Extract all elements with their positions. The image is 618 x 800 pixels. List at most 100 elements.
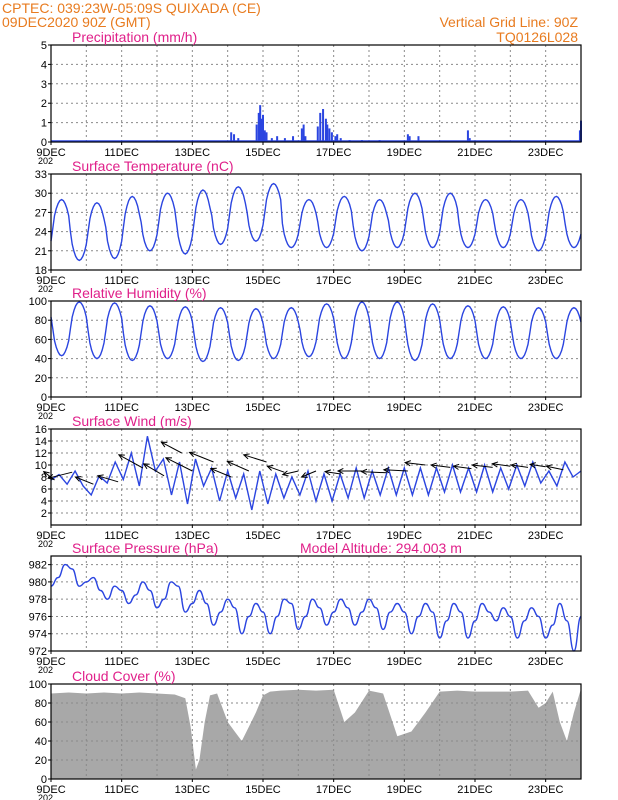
x-tick-label: 17DEC (316, 530, 352, 542)
wind-arrow-head (42, 470, 50, 478)
x-tick-label: 9DEC (36, 147, 65, 159)
y-tick-label: 33 (35, 169, 47, 181)
wind-arrow-head (510, 462, 518, 469)
wind-arrow-head (300, 472, 308, 478)
precip-bar (257, 112, 260, 142)
wind-arrow (210, 468, 232, 478)
x-year-label: 202 (38, 793, 53, 800)
y-tick-label: 982 (29, 560, 47, 572)
precip-bar (237, 138, 240, 142)
precip-bar (578, 130, 581, 142)
x-tick-label: 15DEC (245, 784, 281, 796)
x-tick-label: 21DEC (457, 147, 493, 159)
precip-bar (316, 126, 319, 142)
header-model-code: TQ0126L028 (496, 29, 578, 45)
wind-arrow-head (545, 464, 553, 471)
y-tick-label: 5 (41, 40, 47, 52)
wind-arrow-head (209, 467, 217, 474)
x-tick-label: 11DEC (104, 275, 139, 287)
y-tick-label: 974 (29, 629, 47, 641)
y-tick-label: 40 (35, 354, 47, 366)
precip-bar (259, 105, 262, 142)
wind-arrow (325, 471, 341, 475)
y-tick-label: 10 (35, 460, 47, 472)
x-tick-label: 15DEC (245, 656, 281, 668)
x-tick-label: 9DEC (36, 656, 65, 668)
x-tick-label: 11DEC (104, 656, 139, 668)
x-tick-label: 21DEC (457, 275, 493, 287)
wind-arrow (97, 475, 119, 483)
x-tick-label: 23DEC (528, 656, 564, 668)
precip-bar (255, 124, 258, 142)
precip-bar (417, 136, 420, 142)
panel-frame (50, 428, 582, 526)
x-tick-label: 13DEC (175, 402, 211, 414)
wind-arrow-head (336, 467, 344, 475)
y-tick-label: 1 (41, 118, 47, 130)
wind-arrow-head (281, 470, 289, 477)
y-tick-label: 60 (35, 717, 47, 729)
precip-bar (292, 136, 295, 142)
y-tick-label: 0 (41, 774, 47, 786)
model-altitude-note: Model Altitude: 294.003 m (300, 540, 462, 556)
wind-arrow (529, 463, 546, 468)
wind-arrow-head (429, 462, 437, 469)
wind-arrow (301, 470, 317, 478)
x-tick-label: 19DEC (387, 784, 423, 796)
precip-bar (270, 138, 273, 142)
x-tick-label: 13DEC (175, 147, 211, 159)
wind-arrow-head (164, 457, 172, 463)
wind-arrow (492, 463, 511, 467)
precip-bar (468, 138, 471, 142)
y-tick-label: 18 (35, 265, 47, 277)
x-tick-label: 11DEC (104, 530, 139, 542)
precip-bar (304, 136, 307, 142)
precip-bar (326, 124, 329, 142)
x-tick-label: 23DEC (528, 147, 564, 159)
wind-arrow (282, 470, 299, 476)
wind-arrow (546, 465, 564, 471)
panel-frame (50, 173, 582, 271)
y-tick-label: 2 (41, 508, 47, 520)
precip-bar (265, 132, 268, 142)
precip-bar (328, 128, 331, 142)
wind-arrow (405, 462, 426, 466)
x-tick-label: 21DEC (457, 402, 493, 414)
x-tick-label: 13DEC (175, 784, 211, 796)
x-tick-label: 17DEC (316, 402, 352, 414)
panel-title: Surface Wind (m/s) (72, 413, 192, 429)
panel-1 (48, 173, 582, 273)
wind-arrow-head (142, 463, 150, 470)
panel-frame (50, 683, 582, 780)
precip-bar (324, 118, 327, 142)
wind-arrow (227, 460, 250, 472)
x-year-label: 202 (38, 665, 53, 675)
precip-bar (336, 134, 339, 142)
y-tick-label: 24 (35, 227, 47, 239)
x-tick-label: 15DEC (245, 402, 281, 414)
x-tick-label: 19DEC (387, 147, 423, 159)
wind-arrow (511, 464, 529, 468)
x-tick-label: 17DEC (316, 656, 352, 668)
x-tick-label: 23DEC (528, 275, 564, 287)
wind-arrow-head (528, 462, 536, 469)
y-tick-label: 2 (41, 98, 47, 110)
cloud-cover-area (51, 688, 581, 779)
precip-bar (283, 138, 286, 142)
precip-bar (330, 132, 333, 142)
precip-bar (300, 128, 303, 142)
x-tick-label: 9DEC (36, 275, 65, 287)
panel-2 (48, 300, 582, 400)
x-year-label: 202 (38, 539, 53, 549)
x-tick-label: 9DEC (36, 530, 65, 542)
precip-bar (233, 134, 236, 142)
x-tick-label: 9DEC (36, 402, 65, 414)
x-tick-label: 21DEC (457, 530, 493, 542)
wind-arrow (165, 457, 193, 472)
y-tick-label: 27 (35, 207, 47, 219)
wind-arrow (431, 464, 451, 468)
wind-arrow (189, 451, 214, 463)
y-tick-label: 100 (29, 679, 47, 691)
x-tick-label: 13DEC (175, 530, 211, 542)
panel-title: Surface Temperature (nC) (72, 158, 234, 174)
